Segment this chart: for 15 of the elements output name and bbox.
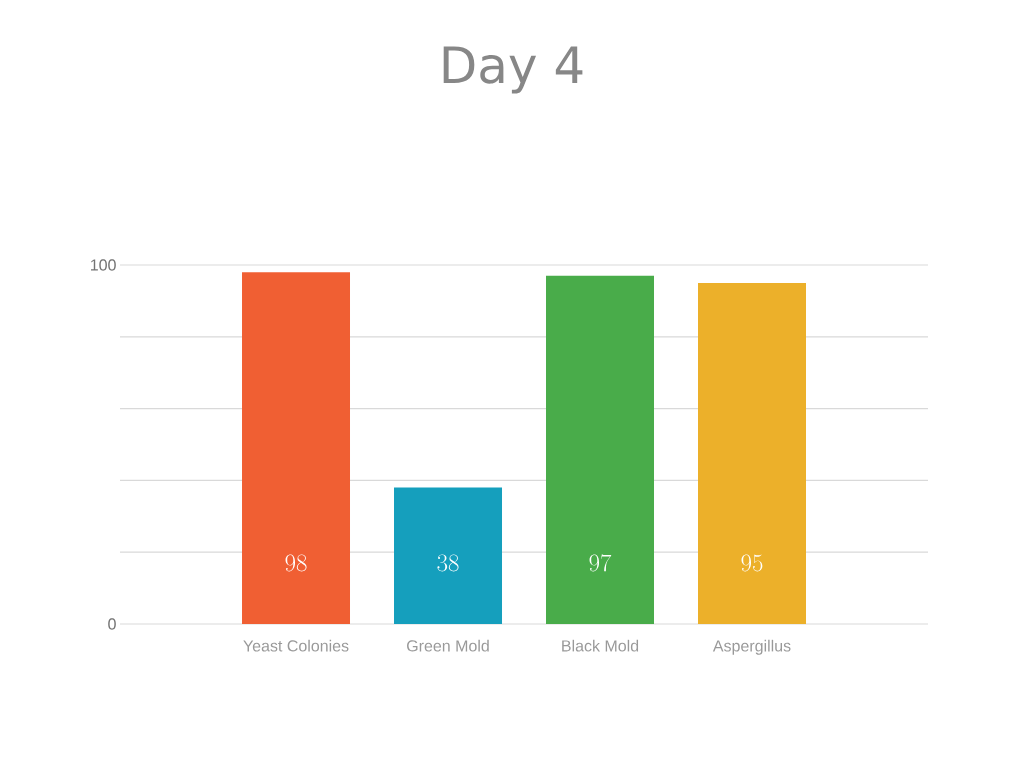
y-tick-label: 100 xyxy=(91,259,116,271)
bar xyxy=(546,275,655,624)
bar xyxy=(394,487,503,624)
data-label: 98 xyxy=(285,554,307,572)
chart-title: Day 4 xyxy=(443,46,583,94)
x-tick-label: Green Mold xyxy=(407,639,489,652)
data-label: 38 xyxy=(437,554,459,572)
x-tick-label: Yeast Colonies xyxy=(243,639,349,652)
bar xyxy=(242,272,351,624)
x-tick-label: Black Mold xyxy=(562,639,639,652)
data-label: 95 xyxy=(741,554,763,572)
data-label: 97 xyxy=(589,554,612,572)
bar xyxy=(698,282,807,624)
y-tick-label: 0 xyxy=(108,618,116,630)
x-tick-label: Aspergillus xyxy=(712,639,791,655)
